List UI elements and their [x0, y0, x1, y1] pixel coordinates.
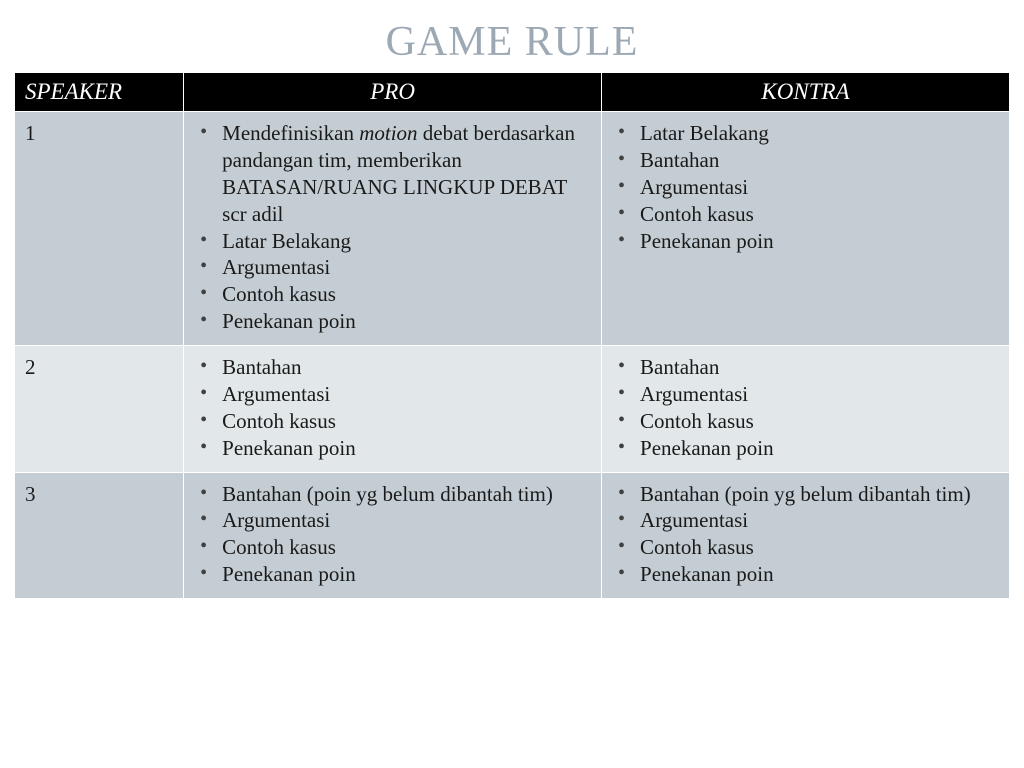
bullet-item: Penekanan poin: [636, 561, 999, 588]
cell-kontra: Latar BelakangBantahanArgumentasiContoh …: [602, 112, 1010, 346]
table-body: 1 Mendefinisikan motion debat berdasarkan…: [15, 112, 1010, 599]
bullet-item: Contoh kasus: [636, 534, 999, 561]
table-row: 1 Mendefinisikan motion debat berdasarkan…: [15, 112, 1010, 346]
col-kontra: KONTRA: [602, 73, 1010, 112]
cell-pro: Bantahan (poin yg belum dibantah tim)Arg…: [184, 472, 602, 599]
slide-title: GAME RULE: [14, 18, 1010, 66]
col-speaker: SPEAKER: [15, 73, 184, 112]
cell-pro: BantahanArgumentasiContoh kasusPenekanan…: [184, 346, 602, 473]
bullet-item: Contoh kasus: [636, 408, 999, 435]
bullet-item: Argumentasi: [218, 381, 591, 408]
table-row: 3Bantahan (poin yg belum dibantah tim)Ar…: [15, 472, 1010, 599]
bullet-item: Argumentasi: [636, 174, 999, 201]
bullet-item: Contoh kasus: [218, 281, 591, 308]
cell-kontra: Bantahan (poin yg belum dibantah tim)Arg…: [602, 472, 1010, 599]
bullet-item: Penekanan poin: [636, 228, 999, 255]
table-header-row: SPEAKER PRO KONTRA: [15, 73, 1010, 112]
bullet-item: Penekanan poin: [636, 435, 999, 462]
table-row: 2BantahanArgumentasiContoh kasusPenekana…: [15, 346, 1010, 473]
cell-kontra: BantahanArgumentasiContoh kasusPenekanan…: [602, 346, 1010, 473]
bullet-item: Argumentasi: [636, 381, 999, 408]
bullet-item: Penekanan poin: [218, 308, 591, 335]
bullet-item: Latar Belakang: [636, 120, 999, 147]
cell-speaker: 1: [15, 112, 184, 346]
bullet-item: Bantahan (poin yg belum dibantah tim): [636, 481, 999, 508]
bullet-item: Latar Belakang: [218, 228, 591, 255]
bullet-item: Penekanan poin: [218, 561, 591, 588]
cell-speaker: 2: [15, 346, 184, 473]
bullet-item: Argumentasi: [218, 507, 591, 534]
bullet-item: Bantahan: [636, 354, 999, 381]
rules-table: SPEAKER PRO KONTRA 1 Mendefinisikan motio…: [14, 72, 1010, 599]
cell-pro: Mendefinisikan motion debat berdasarkan …: [184, 112, 602, 346]
bullet-item: Contoh kasus: [636, 201, 999, 228]
col-pro: PRO: [184, 73, 602, 112]
bullet-item: Argumentasi: [636, 507, 999, 534]
bullet-item: Contoh kasus: [218, 534, 591, 561]
bullet-item: Argumentasi: [218, 254, 591, 281]
bullet-item: Bantahan: [218, 354, 591, 381]
bullet-item: Penekanan poin: [218, 435, 591, 462]
bullet-item: Bantahan (poin yg belum dibantah tim): [218, 481, 591, 508]
bullet-item: Bantahan: [636, 147, 999, 174]
cell-speaker: 3: [15, 472, 184, 599]
bullet-item: Contoh kasus: [218, 408, 591, 435]
bullet-item: Mendefinisikan motion debat berdasarkan …: [218, 120, 591, 228]
